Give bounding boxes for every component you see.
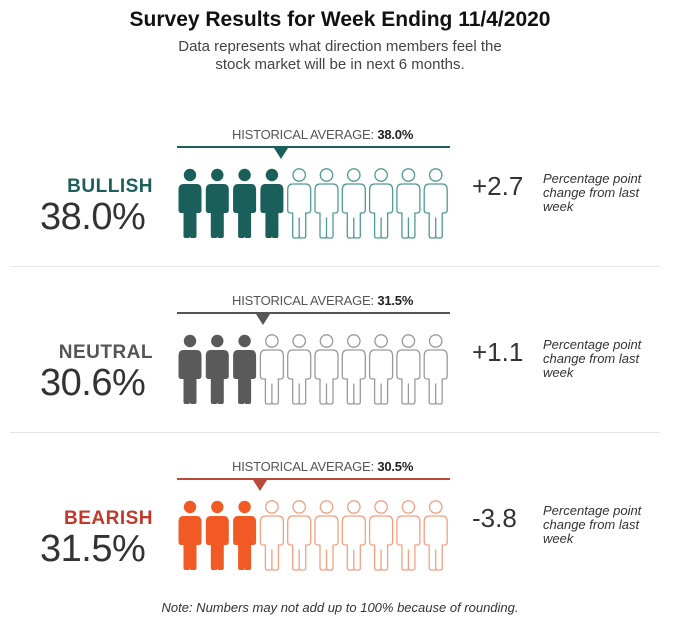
person-icon-outline	[368, 500, 394, 571]
person-icon-outline	[341, 334, 366, 405]
person-icon-outline	[341, 500, 366, 571]
person-icon-outline	[259, 500, 285, 571]
historical-average-value: 38.0%	[377, 127, 414, 142]
person-icon-outline	[259, 334, 285, 405]
weekly-change-description: Percentage point change from last week	[543, 503, 642, 546]
subtitle-line-1: Data represents what direction members f…	[178, 38, 502, 55]
divider	[10, 432, 660, 433]
person-icon-filled	[178, 500, 202, 570]
historical-average-marker	[255, 314, 270, 325]
historical-average-value: 31.5%	[377, 293, 414, 308]
people-icons	[178, 168, 448, 239]
sentiment-percent: 30.6%	[40, 362, 146, 404]
person-icon-outline	[314, 168, 339, 239]
historical-average-marker	[273, 148, 288, 159]
divider	[10, 266, 660, 267]
historical-average-line	[177, 146, 450, 148]
historical-average-value: 30.5%	[377, 459, 414, 474]
chart-subtitle: Data represents what direction members f…	[0, 38, 680, 74]
person-icon-outline	[368, 334, 394, 405]
person-icon-filled	[233, 168, 257, 238]
weekly-change-value: -3.8	[472, 503, 517, 533]
person-icon-outline	[423, 500, 448, 571]
weekly-change-description: Percentage point change from last week	[543, 337, 642, 380]
person-icon-outline	[423, 334, 448, 405]
historical-average-label: HISTORICAL AVERAGE: 31.5%	[232, 293, 414, 308]
bullish-panel: HISTORICAL AVERAGE: 38.0% BULLISH 38.0% …	[0, 127, 680, 277]
historical-average-line	[177, 478, 450, 480]
sentiment-percent: 38.0%	[40, 196, 146, 238]
person-icon-filled	[205, 334, 229, 404]
weekly-change-value: +2.7	[472, 171, 524, 201]
sentiment-label: NEUTRAL	[58, 342, 153, 363]
subtitle-line-2: stock market will be in next 6 months.	[215, 56, 465, 73]
person-icon-outline	[287, 500, 312, 571]
person-icon-filled	[205, 500, 229, 570]
person-icon-filled	[233, 334, 257, 404]
person-icon-filled	[233, 500, 257, 570]
people-icons	[178, 500, 448, 571]
historical-average-marker	[253, 480, 268, 491]
person-icon-filled	[205, 168, 229, 238]
sentiment-label: BULLISH	[67, 176, 153, 197]
person-icon-outline	[314, 500, 339, 571]
person-icon-outline	[287, 334, 312, 405]
person-icon-outline	[341, 168, 366, 239]
person-icon-filled	[178, 334, 202, 404]
person-icon-outline	[396, 334, 421, 405]
chart-title: Survey Results for Week Ending 11/4/2020	[129, 8, 551, 31]
footnote: Note: Numbers may not add up to 100% bec…	[161, 600, 519, 615]
bearish-panel: HISTORICAL AVERAGE: 30.5% BEARISH 31.5% …	[0, 459, 680, 609]
person-icon-outline	[287, 168, 312, 239]
person-icon-filled	[178, 168, 202, 238]
person-icon-outline	[314, 334, 339, 405]
person-icon-outline	[396, 500, 421, 571]
person-icon-outline	[423, 168, 448, 239]
person-icon-outline	[368, 168, 394, 239]
person-icon-filled	[260, 168, 284, 238]
weekly-change-description: Percentage point change from last week	[543, 171, 642, 214]
neutral-panel: HISTORICAL AVERAGE: 31.5% NEUTRAL 30.6% …	[0, 293, 680, 443]
weekly-change-value: +1.1	[472, 337, 524, 367]
historical-average-label: HISTORICAL AVERAGE: 30.5%	[232, 459, 414, 474]
person-icon-outline	[396, 168, 421, 239]
historical-average-line	[177, 312, 450, 314]
people-icons	[178, 334, 448, 405]
sentiment-percent: 31.5%	[40, 528, 146, 570]
historical-average-label: HISTORICAL AVERAGE: 38.0%	[232, 127, 414, 142]
sentiment-label: BEARISH	[63, 508, 153, 529]
